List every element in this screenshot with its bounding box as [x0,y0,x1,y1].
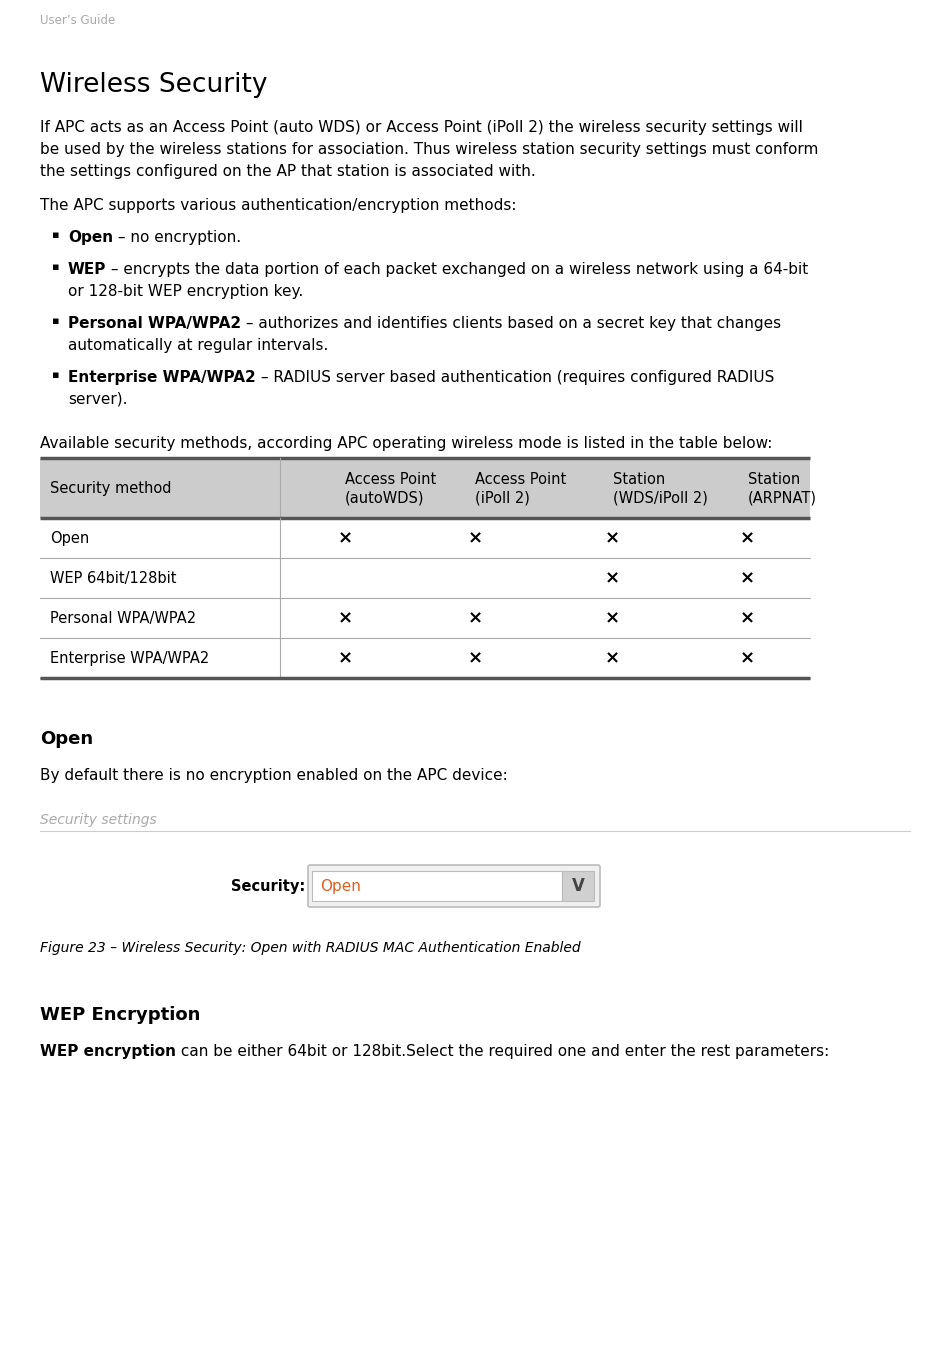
FancyBboxPatch shape [562,871,594,901]
Text: Personal WPA/WPA2: Personal WPA/WPA2 [50,611,196,626]
Text: or 128-bit WEP encryption key.: or 128-bit WEP encryption key. [68,285,304,299]
Text: ▪: ▪ [52,370,60,380]
Text: Security method: Security method [50,480,171,495]
Text: ▪: ▪ [52,316,60,326]
Text: server).: server). [68,393,128,407]
Text: ×: × [604,649,620,666]
Text: ×: × [338,608,353,627]
Text: be used by the wireless stations for association. Thus wireless station security: be used by the wireless stations for ass… [40,142,818,156]
Text: ×: × [740,608,755,627]
Text: ×: × [604,569,620,587]
Text: Enterprise WPA/WPA2: Enterprise WPA/WPA2 [50,650,209,665]
Text: Security settings: Security settings [40,813,157,827]
Text: ×: × [338,529,353,546]
Text: Access Point: Access Point [475,472,567,487]
Text: Available security methods, according APC operating wireless mode is listed in t: Available security methods, according AP… [40,436,772,451]
Text: ×: × [740,649,755,666]
Text: Station: Station [612,472,665,487]
Text: (iPoll 2): (iPoll 2) [475,491,530,506]
Text: The APC supports various authentication/encryption methods:: The APC supports various authentication/… [40,198,517,213]
Text: Open: Open [68,229,114,246]
Text: ×: × [604,608,620,627]
Text: – RADIUS server based authentication (requires configured RADIUS: – RADIUS server based authentication (re… [255,370,774,384]
Text: Open: Open [320,878,360,893]
Text: ×: × [467,649,482,666]
Bar [40,459,810,518]
Text: – no encryption.: – no encryption. [114,229,241,246]
Text: automatically at regular intervals.: automatically at regular intervals. [68,339,328,353]
Text: Access Point: Access Point [345,472,436,487]
Text: ×: × [740,529,755,546]
Text: WEP 64bit/128bit: WEP 64bit/128bit [50,571,177,585]
FancyBboxPatch shape [308,865,600,907]
Text: the settings configured on the AP that station is associated with.: the settings configured on the AP that s… [40,165,535,179]
Text: WEP Encryption: WEP Encryption [40,1006,201,1024]
Text: ×: × [338,649,353,666]
Text: Personal WPA/WPA2: Personal WPA/WPA2 [68,316,241,331]
Text: – encrypts the data portion of each packet exchanged on a wireless network using: – encrypts the data portion of each pack… [106,262,809,277]
Text: Open: Open [50,530,89,545]
Text: WEP encryption: WEP encryption [40,1044,176,1059]
Text: ▪: ▪ [52,262,60,272]
Text: ×: × [467,608,482,627]
Text: Open: Open [40,730,93,747]
Text: V: V [571,877,585,894]
Text: (ARPNAT): (ARPNAT) [747,491,816,506]
Text: (autoWDS): (autoWDS) [345,491,425,506]
Text: WEP: WEP [68,262,106,277]
Text: Station: Station [747,472,799,487]
Text: If APC acts as an Access Point (auto WDS) or Access Point (iPoll 2) the wireless: If APC acts as an Access Point (auto WDS… [40,120,803,135]
Text: ×: × [604,529,620,546]
Text: By default there is no encryption enabled on the APC device:: By default there is no encryption enable… [40,768,508,782]
Text: ×: × [740,569,755,587]
Text: (WDS/iPoll 2): (WDS/iPoll 2) [612,491,708,506]
Text: Security:: Security: [231,878,305,893]
Text: Figure 23 – Wireless Security: Open with RADIUS MAC Authentication Enabled: Figure 23 – Wireless Security: Open with… [40,942,581,955]
Text: – authorizes and identifies clients based on a secret key that changes: – authorizes and identifies clients base… [241,316,781,331]
Text: can be either 64bit or 128bit.Select the required one and enter the rest paramet: can be either 64bit or 128bit.Select the… [176,1044,830,1059]
Text: ▪: ▪ [52,229,60,240]
Text: Enterprise WPA/WPA2: Enterprise WPA/WPA2 [68,370,255,384]
FancyBboxPatch shape [312,871,562,901]
Text: User’s Guide: User’s Guide [40,13,115,27]
Text: Wireless Security: Wireless Security [40,71,268,98]
Text: ×: × [467,529,482,546]
